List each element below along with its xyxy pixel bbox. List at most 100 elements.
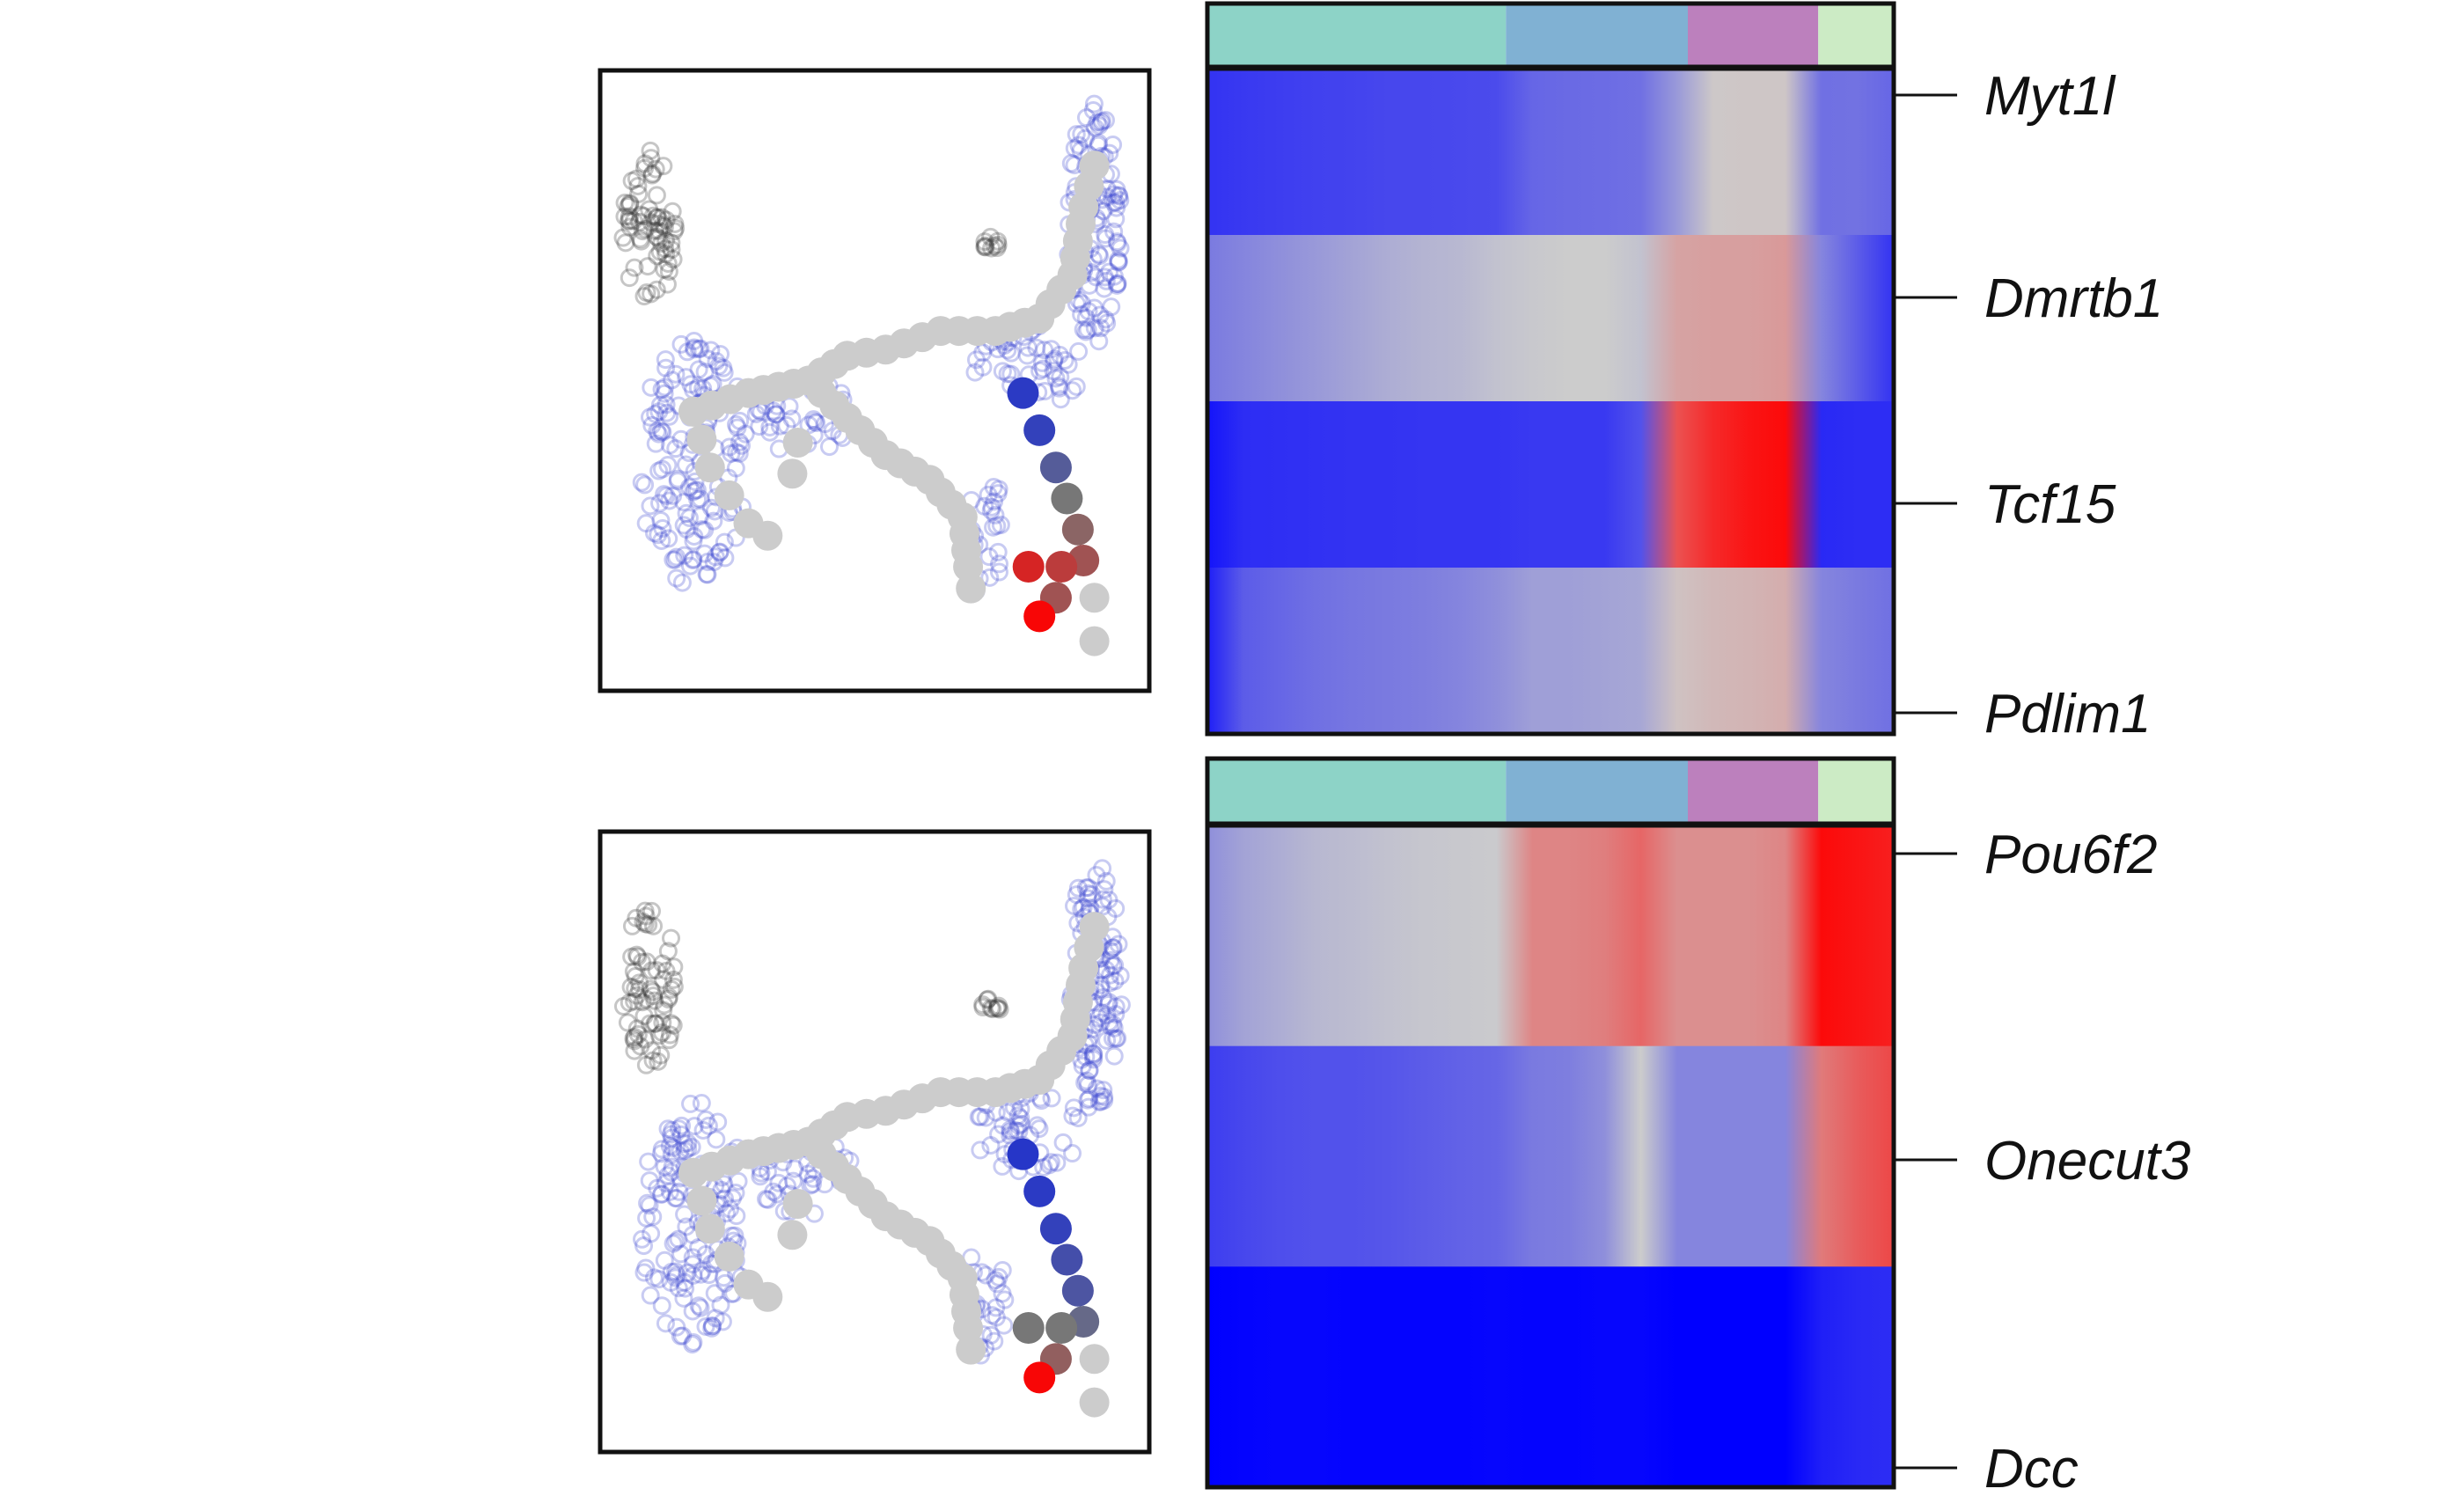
highlight-node — [1051, 482, 1083, 515]
cell-point — [678, 1139, 698, 1158]
cell-point — [1108, 233, 1127, 253]
cell-point — [700, 1265, 719, 1285]
cell-point — [713, 1312, 732, 1331]
cell-point — [685, 526, 704, 546]
cell-point — [667, 547, 686, 567]
cell-point — [684, 550, 703, 569]
cell-point — [650, 242, 670, 261]
cell-point — [1079, 302, 1098, 321]
trajectory-node — [956, 573, 986, 604]
cell-point — [684, 1265, 703, 1285]
cell-point — [1084, 1045, 1104, 1064]
cell-point — [981, 227, 1001, 246]
trajectory-node — [953, 552, 984, 582]
cell-point — [691, 489, 710, 509]
cell-point — [1045, 349, 1064, 369]
cell-point — [656, 231, 676, 250]
cell-point — [730, 411, 750, 430]
cell-point — [627, 908, 646, 928]
cell-point — [1067, 885, 1086, 905]
cell-point — [613, 228, 633, 247]
cell-point — [656, 1314, 675, 1333]
cell-point — [634, 913, 653, 932]
cell-point — [685, 340, 704, 359]
cell-point — [642, 901, 661, 920]
cell-point — [664, 550, 683, 569]
cell-point — [708, 1112, 728, 1132]
cell-point — [1106, 997, 1126, 1016]
cell-point — [1067, 125, 1086, 144]
cell-point — [642, 415, 662, 435]
cell-point — [686, 480, 705, 500]
cell-point — [1104, 1018, 1124, 1038]
cell-point — [668, 469, 687, 488]
cell-point — [675, 1272, 694, 1292]
heatmap-row-pdlim1 — [1207, 568, 1894, 735]
cell-point — [984, 478, 1003, 497]
cell-point — [998, 341, 1017, 360]
cell-point — [994, 1316, 1014, 1335]
cell-point — [652, 1184, 671, 1204]
cell-point — [764, 401, 783, 421]
cell-point — [656, 210, 676, 230]
cell-point — [1001, 1122, 1021, 1141]
cell-point — [1097, 187, 1117, 207]
cell-point — [988, 231, 1008, 251]
cell-point — [1078, 320, 1097, 340]
cell-point — [819, 437, 839, 457]
cell-point — [649, 221, 669, 240]
cell-point — [1092, 1003, 1111, 1023]
cell-point — [1108, 274, 1127, 293]
cell-point — [1078, 1075, 1097, 1095]
cell-point — [619, 210, 638, 230]
cell-point — [715, 1175, 734, 1194]
cell-point — [1111, 191, 1130, 210]
cell-point — [1072, 304, 1091, 324]
cell-point — [1102, 297, 1121, 317]
cell-point — [620, 217, 640, 237]
cell-point — [666, 1262, 686, 1281]
cell-point — [1091, 113, 1111, 132]
cell-point — [660, 436, 679, 455]
cell-point — [647, 227, 666, 246]
cell-point — [662, 928, 681, 948]
cell-point — [658, 1119, 678, 1139]
cell-point — [1008, 1106, 1028, 1126]
cell-point — [648, 422, 667, 441]
cell-point — [625, 1031, 644, 1051]
cell-point — [624, 211, 643, 231]
cell-point — [624, 1029, 643, 1048]
trajectory-node — [752, 520, 783, 551]
cell-point — [627, 986, 647, 1005]
cell-point — [993, 1260, 1012, 1280]
trajectory-node — [1079, 626, 1110, 656]
cell-point — [635, 901, 655, 920]
cell-point — [641, 1286, 660, 1305]
cell-point — [1101, 950, 1120, 970]
cell-point — [646, 404, 665, 423]
cell-point — [634, 1007, 654, 1026]
heatmap-row-pou6f2 — [1207, 825, 1894, 1047]
cell-point — [1104, 1015, 1123, 1034]
cell-point — [988, 484, 1008, 503]
group-bar-segment — [1688, 759, 1819, 824]
group-bar-segment — [1207, 4, 1507, 67]
gene-label-onecut3: Onecut3 — [1984, 1131, 2190, 1192]
cell-point — [669, 1119, 688, 1139]
cell-point — [1050, 345, 1069, 364]
cell-point — [652, 1184, 671, 1204]
cell-point — [1111, 238, 1130, 258]
cell-point — [620, 207, 639, 226]
cell-point — [989, 480, 1008, 499]
cell-point — [730, 444, 749, 463]
cell-point — [1067, 377, 1086, 396]
cell-point — [691, 1265, 710, 1284]
highlight-node — [1045, 1312, 1078, 1344]
cell-point — [1099, 891, 1118, 910]
cell-point — [649, 402, 669, 422]
cell-point — [989, 554, 1008, 574]
cell-point — [652, 379, 671, 399]
cell-point — [629, 184, 649, 203]
cell-point — [656, 245, 676, 264]
cell-point — [679, 478, 699, 497]
